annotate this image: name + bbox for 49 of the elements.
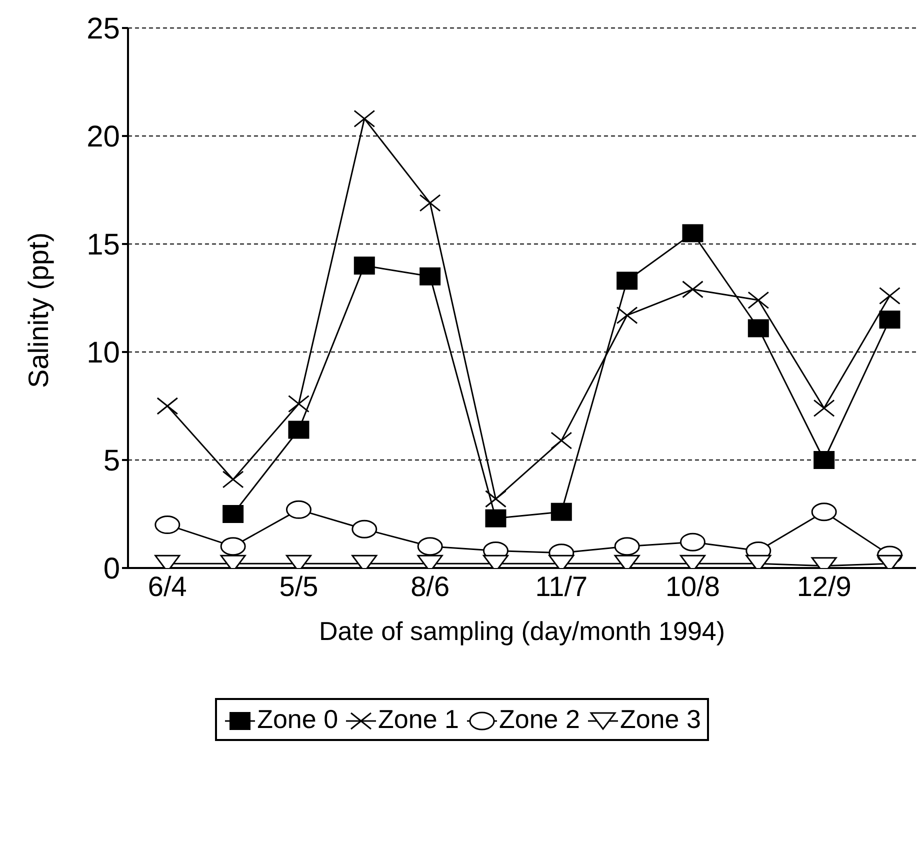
point — [616, 272, 638, 290]
point — [220, 537, 246, 556]
point — [419, 194, 441, 212]
point — [616, 306, 638, 324]
y-tick-label: 15 — [86, 228, 120, 262]
point — [550, 432, 572, 450]
x-tick-label: 10/8 — [665, 570, 720, 602]
point — [286, 500, 312, 519]
point — [222, 470, 244, 488]
y-tick-label: 20 — [86, 120, 120, 154]
point — [682, 224, 704, 242]
point — [680, 532, 706, 552]
legend-label: Zone 1 — [378, 704, 459, 734]
point — [154, 516, 180, 534]
x-tick-label: 12/9 — [796, 570, 852, 602]
point — [879, 310, 900, 329]
point — [352, 520, 378, 538]
x-tick-label: 6/4 — [148, 570, 187, 602]
y-tick-label: 25 — [86, 12, 120, 46]
point — [417, 537, 443, 556]
point — [748, 291, 770, 309]
y-tick-label: 5 — [103, 444, 120, 478]
point — [814, 451, 835, 469]
point — [354, 256, 375, 275]
point — [288, 395, 310, 413]
y-axis-title: Salinity (ppt) — [22, 232, 54, 388]
x-tick-label: 8/6 — [410, 570, 450, 602]
legend-label: Zone 2 — [499, 704, 580, 734]
point — [288, 420, 310, 439]
point — [420, 267, 441, 286]
legend-label: Zone 0 — [257, 704, 338, 734]
point — [682, 280, 704, 298]
x-axis-title: Date of sampling (day/month 1994) — [318, 616, 726, 646]
point — [614, 537, 640, 556]
y-tick-label: 10 — [86, 336, 120, 370]
point — [354, 110, 376, 128]
point — [550, 502, 572, 521]
point — [484, 490, 506, 508]
x-tick-label: 5/5 — [279, 570, 318, 602]
point — [748, 319, 769, 338]
point — [222, 505, 244, 523]
x-tick-label: 11/7 — [535, 570, 588, 602]
y-tick-label: 0 — [103, 552, 120, 586]
point — [485, 509, 506, 528]
point — [156, 397, 178, 415]
point — [878, 287, 900, 305]
point — [811, 502, 837, 522]
point — [813, 399, 835, 417]
legend-label: Zone 3 — [620, 704, 701, 734]
